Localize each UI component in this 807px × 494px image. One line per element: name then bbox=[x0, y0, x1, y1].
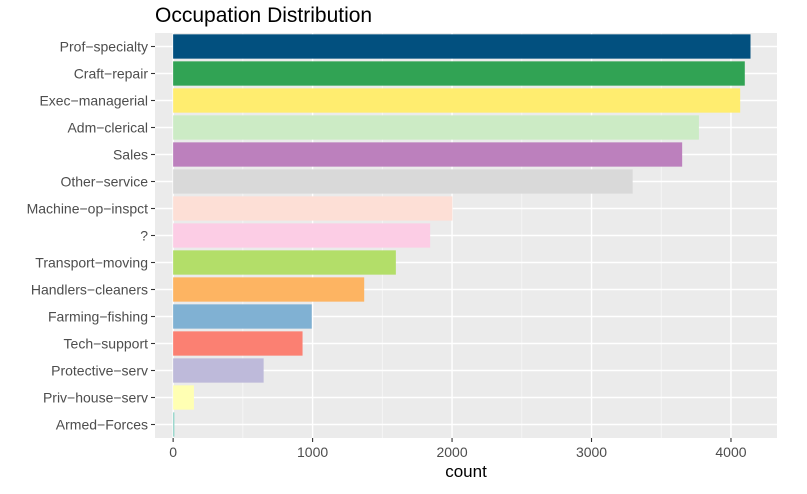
category-label: Priv−house−serv bbox=[43, 390, 148, 406]
bar bbox=[173, 61, 745, 86]
bar bbox=[173, 223, 431, 248]
category-label: Armed−Forces bbox=[56, 417, 148, 433]
category-label: Prof−specialty bbox=[60, 39, 148, 55]
bar bbox=[173, 169, 633, 194]
bar bbox=[173, 142, 683, 167]
category-label: Sales bbox=[113, 147, 148, 163]
category-label: Tech−support bbox=[64, 336, 149, 352]
chart-title: Occupation Distribution bbox=[155, 4, 372, 27]
x-axis-title: count bbox=[445, 462, 487, 481]
category-label: Adm−clerical bbox=[67, 120, 148, 136]
category-label: Other−service bbox=[60, 174, 148, 190]
x-tick-label: 0 bbox=[169, 444, 177, 460]
bar bbox=[173, 331, 303, 356]
x-axis: 0 1000 2000 3000 4000 bbox=[169, 438, 747, 460]
bar bbox=[173, 277, 365, 302]
category-label: ? bbox=[140, 228, 148, 244]
bar bbox=[173, 250, 396, 275]
bar bbox=[173, 358, 264, 383]
bar bbox=[173, 34, 751, 59]
bar bbox=[173, 115, 699, 140]
x-tick-label: 2000 bbox=[436, 444, 467, 460]
category-label: Farming−fishing bbox=[48, 309, 148, 325]
category-label: Transport−moving bbox=[35, 255, 148, 271]
x-tick-label: 4000 bbox=[715, 444, 746, 460]
bar bbox=[173, 304, 312, 329]
bar bbox=[173, 196, 453, 221]
y-axis: Prof−specialty Craft−repair Exec−manageria… bbox=[27, 39, 155, 433]
bar bbox=[173, 412, 175, 437]
category-label: Exec−managerial bbox=[39, 93, 148, 109]
category-label: Craft−repair bbox=[74, 66, 149, 82]
bar bbox=[173, 385, 194, 410]
x-tick-label: 3000 bbox=[576, 444, 607, 460]
category-label: Handlers−cleaners bbox=[31, 282, 148, 298]
category-label: Protective−serv bbox=[51, 363, 148, 379]
x-tick-label: 1000 bbox=[297, 444, 328, 460]
bars bbox=[173, 34, 751, 437]
bar bbox=[173, 88, 741, 113]
category-label: Machine−op−inspct bbox=[27, 201, 149, 217]
